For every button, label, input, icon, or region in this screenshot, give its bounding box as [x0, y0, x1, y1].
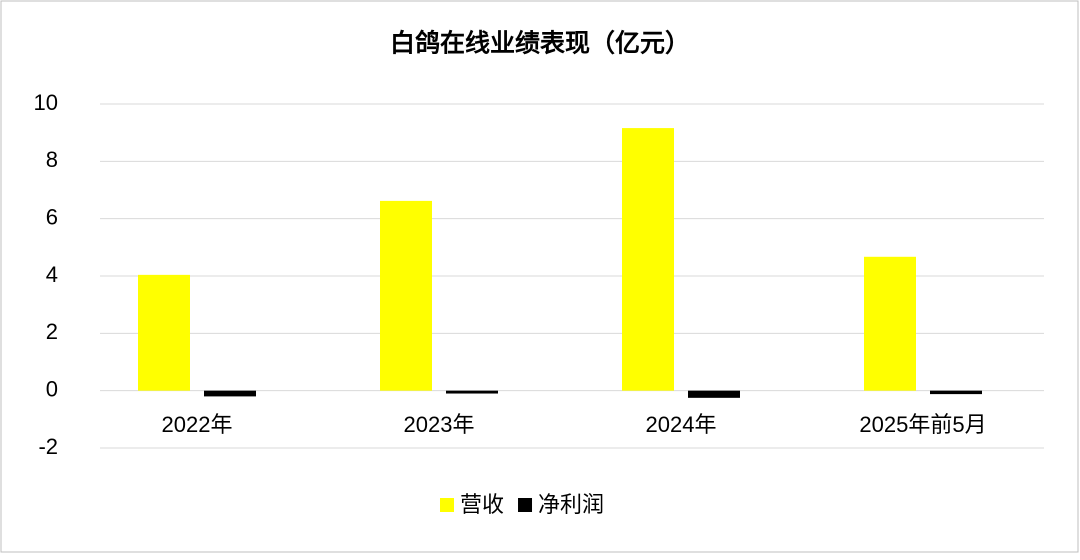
bar — [688, 390, 740, 398]
x-tick-label: 2024年 — [646, 412, 717, 437]
x-tick-label: 2022年 — [162, 412, 233, 437]
y-tick-label: -2 — [38, 434, 58, 459]
y-tick-label: 4 — [46, 262, 58, 287]
x-tick-label: 2025年前5月 — [859, 412, 986, 437]
bar — [204, 390, 256, 397]
y-tick-label: 2 — [46, 319, 58, 344]
y-tick-label: 10 — [34, 90, 58, 115]
y-tick-label: 8 — [46, 147, 58, 172]
bar — [864, 256, 916, 391]
bar — [622, 128, 674, 391]
bar — [930, 390, 982, 395]
legend-label: 净利润 — [538, 492, 604, 517]
y-tick-label: 0 — [46, 376, 58, 401]
chart-title: 白鸽在线业绩表现（亿元） — [390, 29, 690, 58]
y-tick-label: 6 — [46, 204, 58, 229]
x-tick-label: 2023年 — [404, 412, 475, 437]
bar — [138, 274, 190, 391]
legend-swatch — [518, 498, 533, 512]
legend-label: 营收 — [460, 492, 504, 517]
legend-swatch — [440, 498, 454, 512]
bar — [446, 390, 498, 394]
bar — [380, 200, 432, 391]
